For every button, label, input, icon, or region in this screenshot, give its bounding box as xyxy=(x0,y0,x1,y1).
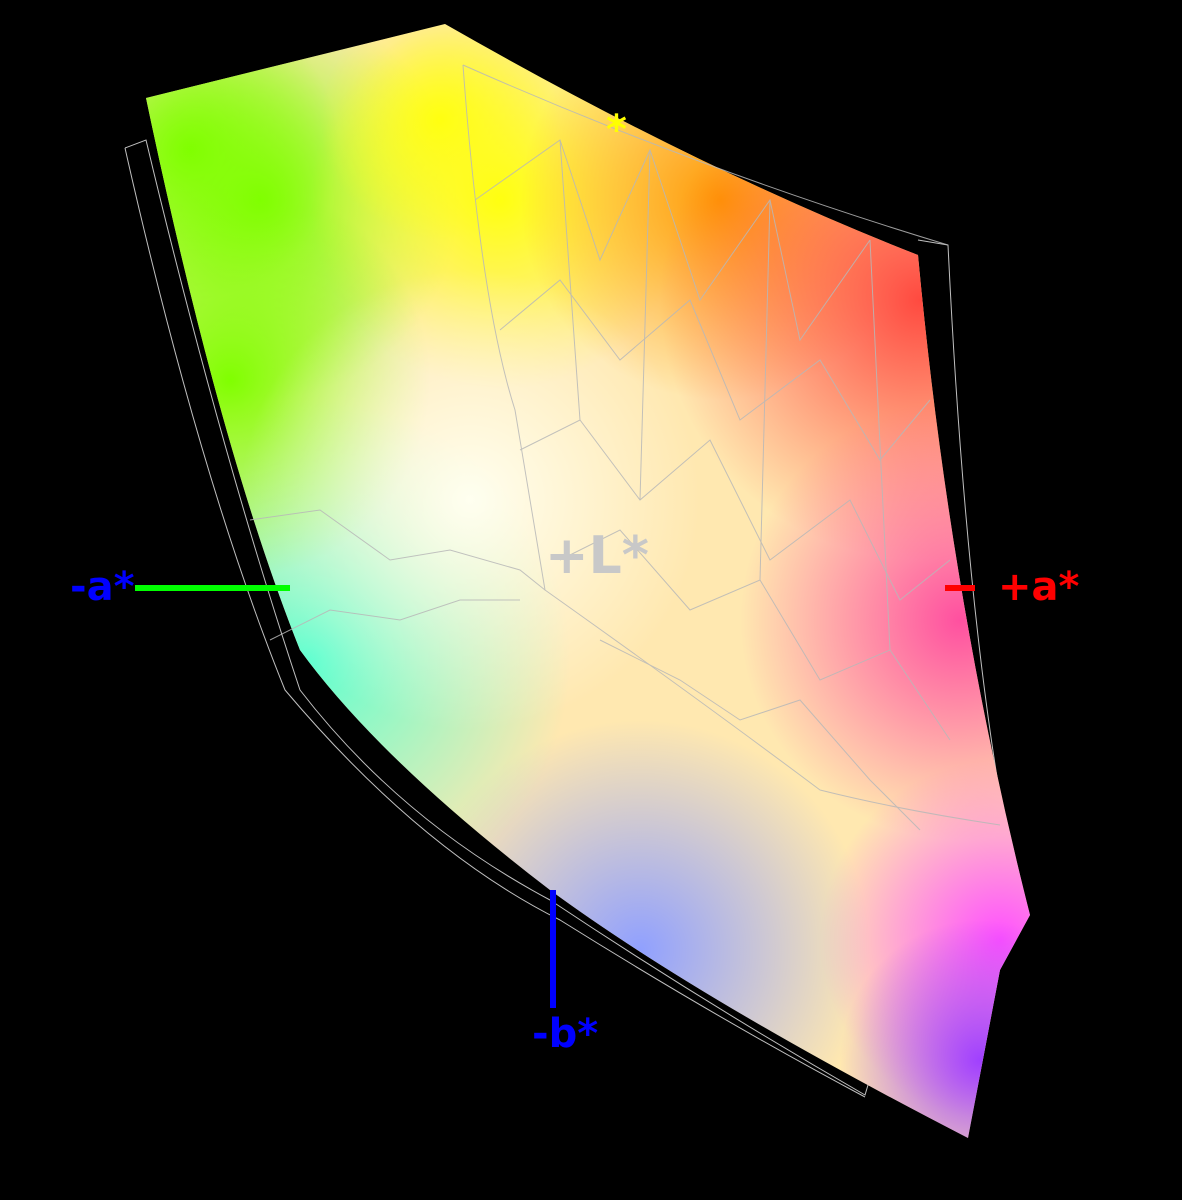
pos-a-axis-label: +a* xyxy=(998,564,1080,610)
pos-l-axis-label: +L* xyxy=(545,526,649,586)
wireframe-inner xyxy=(249,64,1001,831)
wireframe-outer xyxy=(124,139,1006,1098)
pos-b-axis-label: * xyxy=(606,107,627,153)
neg-a-axis-label: -a* xyxy=(70,564,135,610)
neg-b-axis-label: -b* xyxy=(532,1011,599,1057)
